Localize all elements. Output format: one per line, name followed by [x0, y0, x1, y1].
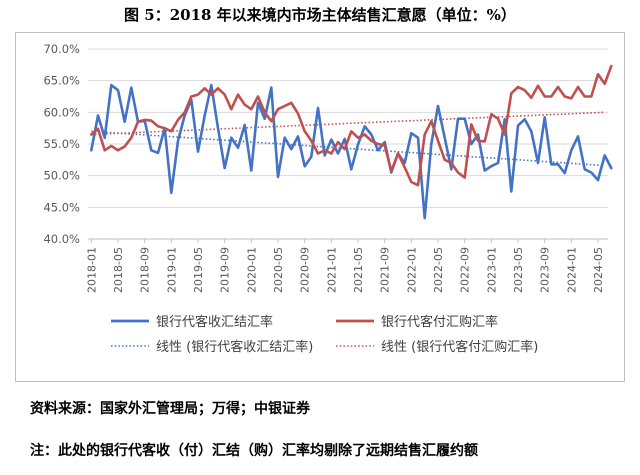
x-tick-label: 2024-01	[565, 247, 578, 293]
x-tick-label: 2018-09	[139, 247, 152, 293]
line-chart: 40.0% 45.0% 50.0% 55.0% 60.0% 65.0% 70.0% 2018…	[43, 42, 613, 355]
series-line	[90, 83, 613, 220]
figure-title: 图 5：2018 年以来境内市场主体结售汇意愿（单位：%）	[124, 6, 516, 24]
y-tick-label: 55.0%	[43, 137, 80, 151]
trendlines	[91, 111, 605, 167]
x-tick-label: 2019-05	[192, 247, 205, 293]
legend-label: 线性 (银行代客收汇结汇率)	[156, 339, 313, 355]
x-axis-tick-labels: 2018-01 2018-05 2018-09 2019-01 2019-05 2019-…	[85, 239, 605, 293]
x-tick-label: 2018-05	[112, 247, 125, 293]
y-tick-label: 65.0%	[43, 74, 80, 88]
y-tick-label: 50.0%	[43, 169, 80, 183]
x-tick-label: 2018-01	[85, 247, 98, 293]
x-tick-label: 2023-09	[539, 247, 552, 293]
data-series	[90, 64, 613, 220]
x-tick-label: 2022-05	[432, 247, 445, 293]
legend-label: 银行代客收汇结汇率	[156, 314, 273, 330]
y-tick-label: 45.0%	[43, 200, 80, 214]
series-line	[90, 64, 613, 187]
trendline	[91, 130, 605, 167]
x-tick-label: 2019-09	[219, 247, 232, 293]
y-tick-label: 60.0%	[43, 105, 80, 119]
x-tick-label: 2022-09	[459, 247, 472, 293]
x-tick-label: 2022-01	[405, 247, 418, 293]
x-tick-label: 2019-01	[165, 247, 178, 293]
y-axis-tick-labels: 40.0% 45.0% 50.0% 55.0% 60.0% 65.0% 70.0%	[43, 42, 80, 246]
x-tick-label: 2020-05	[272, 247, 285, 293]
y-tick-label: 40.0%	[43, 232, 80, 246]
y-tick-label: 70.0%	[43, 42, 80, 56]
x-tick-label: 2021-05	[352, 247, 365, 293]
x-tick-label: 2021-01	[325, 247, 338, 293]
trendline	[91, 111, 605, 136]
legend-label: 线性 (银行代客付汇购汇率)	[381, 339, 538, 355]
x-tick-label: 2020-01	[245, 247, 258, 293]
footnote: 注：此处的银行代客收（付）汇结（购）汇率均剔除了远期结售汇履约额	[30, 443, 478, 459]
chart-container: 40.0% 45.0% 50.0% 55.0% 60.0% 65.0% 70.0% 2018…	[15, 32, 625, 382]
x-tick-label: 2024-05	[592, 247, 605, 293]
x-tick-label: 2023-01	[485, 247, 498, 293]
x-tick-label: 2023-05	[512, 247, 525, 293]
legend-label: 银行代客付汇购汇率	[381, 314, 498, 330]
source-note: 资料来源：国家外汇管理局；万得；中银证券	[30, 401, 310, 417]
x-tick-label: 2020-09	[299, 247, 312, 293]
x-tick-label: 2021-09	[379, 247, 392, 293]
